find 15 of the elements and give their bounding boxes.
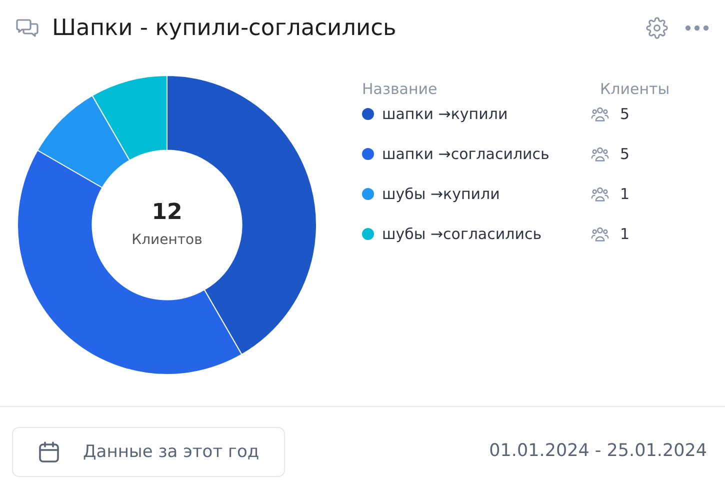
chart-title: Шапки - купили-согласились [52, 14, 396, 42]
data-label: 5 [620, 144, 630, 164]
text: Клиентов [132, 231, 202, 250]
data-label: 5 [620, 104, 630, 124]
legend-label: шапки →купили [382, 104, 508, 124]
data-label: 1 [620, 224, 630, 244]
legend-label: шубы →согласились [382, 224, 542, 244]
data-label: 1 [620, 184, 630, 204]
legend-title: Название [362, 79, 438, 99]
text: 01.01.2024 - 25.01.2024 [489, 440, 707, 462]
text: 12 [152, 200, 182, 226]
legend-label: шапки →согласились [382, 144, 550, 164]
text: Клиенты [600, 79, 670, 99]
legend-label: шубы →купили [382, 184, 500, 204]
period-button: Данные за этот год [12, 427, 285, 477]
